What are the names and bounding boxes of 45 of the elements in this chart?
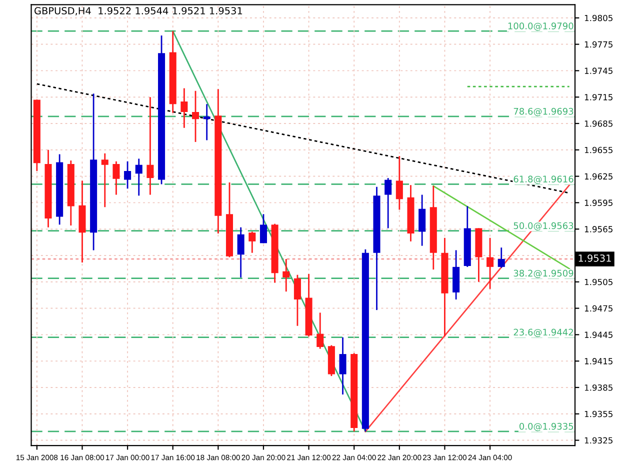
candlestick: [282, 258, 290, 292]
ref-line-label: 50.0@1.9563: [514, 222, 574, 231]
y-tick-label: 1.9745: [584, 68, 612, 74]
y-tick-label: 1.9325: [584, 437, 612, 444]
y-tick-label: 1.9655: [584, 146, 612, 154]
candlestick: [486, 237, 494, 290]
ref-line-label: 1.9531: [578, 254, 611, 262]
y-tick-label: 1.9565: [584, 226, 612, 232]
candlestick: [339, 336, 346, 396]
ref-line-label: 61.8@1.9616: [514, 176, 574, 184]
candlestick: [124, 160, 132, 190]
candlestick: [418, 194, 426, 246]
candlestick: [316, 312, 324, 350]
candlestick: [192, 90, 200, 143]
y-tick-label: 1.9595: [584, 200, 612, 206]
y-tick-label: 1.9775: [584, 41, 612, 48]
candlestick: [180, 88, 188, 129]
y-tick-label: 1.9805: [584, 14, 612, 22]
candlestick: [396, 155, 403, 210]
ref-line-label: 78.6@1.9693: [514, 108, 574, 116]
y-tick-label: 1.9385: [584, 384, 612, 391]
y-tick-label: 1.9355: [584, 410, 612, 418]
candlestick: [101, 152, 108, 208]
candlestick: [146, 96, 154, 196]
candlestick: [498, 246, 505, 268]
ref-line-label: 0.0@1.9335: [519, 422, 574, 432]
candlestick: [294, 274, 301, 327]
candlestick: [135, 158, 142, 196]
candlestick: [260, 213, 267, 244]
ref-line-label: 23.6@1.9442: [514, 328, 573, 338]
y-tick-label: 1.9715: [584, 94, 612, 100]
y-tick-label: 1.9685: [584, 120, 612, 127]
candlestick: [112, 160, 120, 196]
y-tick-label: 1.9445: [584, 332, 612, 338]
candlestick: [248, 231, 256, 254]
y-tick-label: 1.9415: [584, 358, 612, 364]
candlestick: [203, 103, 210, 141]
y-tick-label: 1.9625: [584, 173, 612, 180]
candlestick: [384, 177, 392, 229]
candlestick: [237, 226, 244, 278]
y-tick-label: 1.9505: [584, 278, 612, 286]
y-tick-label: 1.9475: [584, 305, 612, 312]
ref-line-label: 38.2@1.9509: [514, 270, 574, 278]
ref-line-label: 100.0@1.9790: [508, 22, 574, 31]
chart-title: GBPUSD,H4 1.9522 1.9544 1.9521 1.9531: [34, 7, 242, 16]
